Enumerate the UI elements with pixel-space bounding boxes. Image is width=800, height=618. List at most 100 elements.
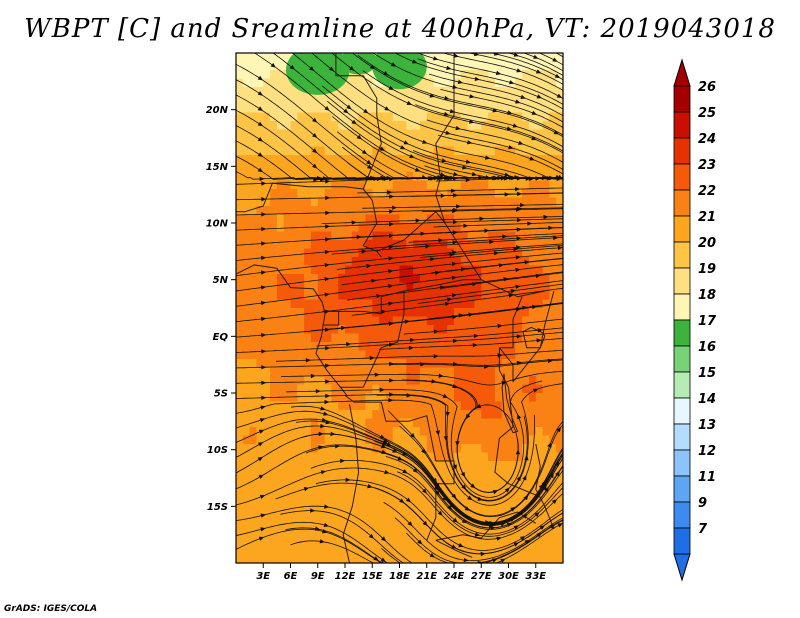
wbpt-cell [338, 350, 346, 360]
wbpt-cell [488, 461, 496, 471]
wbpt-cell [276, 129, 285, 139]
wbpt-cell [494, 478, 503, 488]
wbpt-cell [488, 537, 496, 547]
wbpt-cell [549, 87, 557, 97]
wbpt-cell [263, 248, 271, 258]
wbpt-cell [494, 325, 503, 335]
wbpt-cell [488, 282, 496, 292]
streamline [431, 257, 563, 274]
wbpt-cell [249, 435, 257, 445]
wbpt-cell [522, 104, 530, 114]
wbpt-cell [406, 537, 414, 547]
wbpt-cell [549, 325, 557, 335]
wbpt-cell [317, 469, 326, 479]
wbpt-cell [249, 87, 257, 97]
wbpt-cell [426, 333, 435, 343]
streamline [422, 208, 563, 213]
wbpt-cell [310, 316, 319, 326]
wbpt-cell [242, 231, 251, 241]
wbpt-cell [297, 367, 305, 377]
wbpt-cell [249, 350, 257, 360]
colorbar-box [673, 527, 691, 555]
wbpt-cell [358, 529, 366, 539]
wbpt-cell [515, 95, 523, 105]
streamline [417, 58, 563, 105]
wbpt-cell [283, 469, 292, 479]
wbpt-cell [256, 129, 264, 139]
wbpt-cell [372, 520, 380, 530]
wbpt-cell [345, 189, 353, 199]
wbpt-cell [270, 427, 278, 437]
wbpt-cell [256, 410, 264, 420]
wbpt-cell [447, 554, 455, 563]
wbpt-cell [515, 486, 523, 496]
wbpt-cell [385, 87, 394, 97]
wbpt-cell [385, 197, 394, 207]
wbpt-cell [249, 112, 257, 122]
wbpt-cell [447, 452, 455, 462]
wbpt-cell [508, 486, 516, 496]
wbpt-cell [276, 316, 285, 326]
wbpt-cell [474, 308, 482, 318]
wbpt-cell [242, 180, 251, 190]
wbpt-cell [263, 299, 271, 309]
wbpt-cell [358, 189, 366, 199]
wbpt-cell [270, 444, 278, 454]
wbpt-cell [249, 129, 257, 139]
wbpt-cell [276, 274, 285, 284]
wbpt-cell [447, 112, 455, 122]
wbpt-cell [406, 240, 414, 250]
wbpt-cell [481, 274, 489, 284]
wbpt-cell [522, 248, 530, 258]
wbpt-cell [385, 257, 394, 267]
wbpt-cell [542, 529, 550, 539]
wbpt-cell [365, 257, 373, 267]
wbpt-cell [365, 452, 373, 462]
wbpt-cell [324, 231, 332, 241]
wbpt-cell [488, 435, 496, 445]
wbpt-cell [447, 53, 455, 63]
wbpt-cell [440, 486, 448, 496]
wbpt-cell [297, 512, 305, 522]
wbpt-cell [345, 197, 353, 207]
wbpt-cell [535, 410, 544, 420]
streamline-arrow [458, 313, 464, 318]
wbpt-cell [310, 401, 319, 411]
wbpt-cell [494, 401, 503, 411]
wbpt-cell [283, 495, 292, 505]
wbpt-cell [460, 393, 469, 403]
wbpt-cell [236, 265, 244, 275]
wbpt-cell [440, 350, 448, 360]
wbpt-cell [440, 529, 448, 539]
streamline-arrow [515, 99, 521, 104]
wbpt-cell [338, 316, 346, 326]
wbpt-cell [345, 172, 353, 182]
wbpt-cell [372, 240, 380, 250]
wbpt-cell [290, 350, 298, 360]
wbpt-cell [433, 401, 441, 411]
wbpt-cell [454, 223, 462, 233]
wbpt-cell [406, 282, 414, 292]
wbpt-cell [556, 495, 563, 505]
wbpt-cell [276, 512, 285, 522]
lon-tick-label: 18E [389, 571, 410, 582]
wbpt-cell [467, 503, 475, 513]
wbpt-cell [528, 53, 537, 63]
wbpt-cell [549, 427, 557, 437]
wbpt-cell [324, 469, 332, 479]
streamline-arrow [429, 553, 435, 558]
wbpt-cell [488, 163, 496, 173]
wbpt-cell [535, 265, 544, 275]
streamline-arrow [509, 80, 515, 85]
wbpt-cell [249, 461, 257, 471]
wbpt-cell [535, 520, 544, 530]
wbpt-cell [419, 248, 428, 258]
streamline-arrow [257, 106, 264, 111]
wbpt-cell [365, 495, 373, 505]
wbpt-cell [474, 138, 482, 148]
wbpt-cell [515, 78, 523, 88]
wbpt-cell [331, 393, 339, 403]
wbpt-cell [283, 248, 292, 258]
wbpt-cell [372, 146, 380, 156]
streamline [290, 405, 563, 523]
